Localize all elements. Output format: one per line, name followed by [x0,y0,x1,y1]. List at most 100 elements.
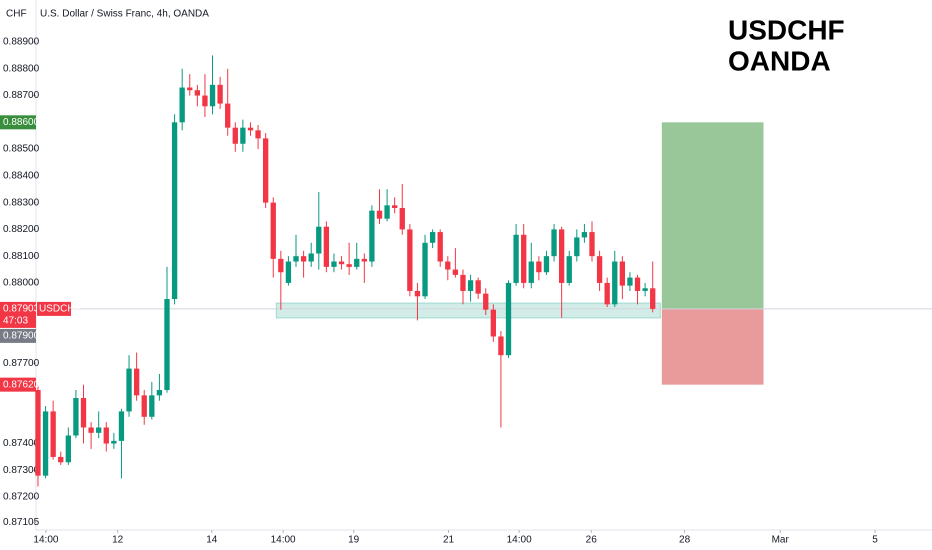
y-tick-label: 0.88800 [3,63,40,74]
y-tick-label: 0.87700 [3,358,40,369]
candle-body [452,269,459,275]
x-tick-label: Mar [772,535,790,546]
candle-body [338,261,345,265]
candle-body [399,207,405,230]
candle-body [627,277,633,286]
candle-body [88,427,94,433]
candle-body [194,90,201,96]
candle-body [164,298,170,391]
candle-body [574,237,580,257]
candle-body [551,229,557,257]
candle-body [285,261,292,283]
candle-body [521,234,527,283]
candle-body [240,127,246,144]
symbol-label: USDCHF [39,304,81,315]
y-tick-label: 0.88000 [3,278,40,289]
candle-body [308,253,314,262]
x-tick-label: 19 [348,535,360,546]
price-badge-label: 0.87900 [3,331,40,342]
currency-label: CHF [6,9,27,20]
price-badge-label: 0.87903 [3,304,40,315]
candle-body [126,368,132,412]
candle-body [437,232,443,262]
x-tick-label: 14:00 [271,535,296,546]
candle-body [376,210,383,219]
candle-body [179,87,185,123]
watermark: OANDA [728,45,831,76]
candle-body [475,280,481,294]
candle-body [369,210,375,262]
profit-zone [661,122,764,309]
candle-body [111,440,117,444]
candle-body [354,258,360,267]
candle-body [96,427,102,433]
candle-body [581,232,588,238]
candle-body [642,288,648,291]
candle-body [225,103,231,128]
candle-body [262,138,269,203]
candle-body [566,256,572,283]
candle-body [65,435,71,463]
y-tick-label: 0.88700 [3,90,40,101]
y-tick-label: 0.88400 [3,171,40,182]
candle-body [596,256,603,283]
candle-body [149,395,155,417]
candle-body [103,427,109,444]
candle-body [58,456,64,463]
candle-body [202,95,208,107]
price-badge-label: 0.87620 [3,379,40,390]
candle-body [171,122,178,299]
candle-body [490,309,496,337]
candle-body [634,277,641,291]
candle-body [35,390,41,476]
candle-body [536,261,542,273]
candle-body [232,127,238,144]
candle-body [323,226,330,267]
price-badge-label: 0.88600 [3,117,40,128]
candle-body [156,390,163,396]
x-tick-label: 14:00 [507,535,532,546]
x-tick-label: 26 [586,535,598,546]
candle-body [346,264,352,267]
candle-body [612,261,618,305]
price-badge [0,328,36,343]
y-tick-label: 0.88100 [3,251,40,262]
candle-body [445,261,451,270]
candle-body [331,261,337,267]
x-tick-label: 21 [443,535,455,546]
candle-body [80,398,87,428]
candle-body [604,282,610,305]
candle-body [133,368,140,396]
chart-title: U.S. Dollar / Swiss Franc, 4h, OANDA [40,9,209,20]
candle-body [209,84,216,107]
price-badge [0,115,36,130]
candle-body [498,336,504,356]
y-tick-label: 0.87105 [3,517,40,528]
x-tick-label: 5 [872,535,878,546]
candle-body [505,282,512,356]
x-tick-label: 14:00 [33,535,58,546]
candle-body [422,242,428,297]
price-badge [0,377,36,392]
y-tick-label: 0.87300 [3,465,40,476]
candle-body [217,84,223,104]
candle-body [467,280,474,291]
candle-body [414,290,421,297]
support-zone [275,302,661,319]
candle-body [650,288,656,309]
candle-body [392,205,398,208]
y-tick-label: 0.88500 [3,144,40,155]
y-tick-label: 0.87400 [3,438,40,449]
candle-body [558,229,565,283]
candle-body [73,398,79,436]
candle-body [384,205,390,219]
watermark: USDCHF [728,14,845,45]
candle-body [50,411,56,457]
candle-body [316,226,322,254]
candle-body [361,258,367,262]
candle-body [141,395,147,417]
price-badge-label: 47:03 [3,316,28,327]
candle-body [293,256,299,262]
candle-body [460,274,466,291]
